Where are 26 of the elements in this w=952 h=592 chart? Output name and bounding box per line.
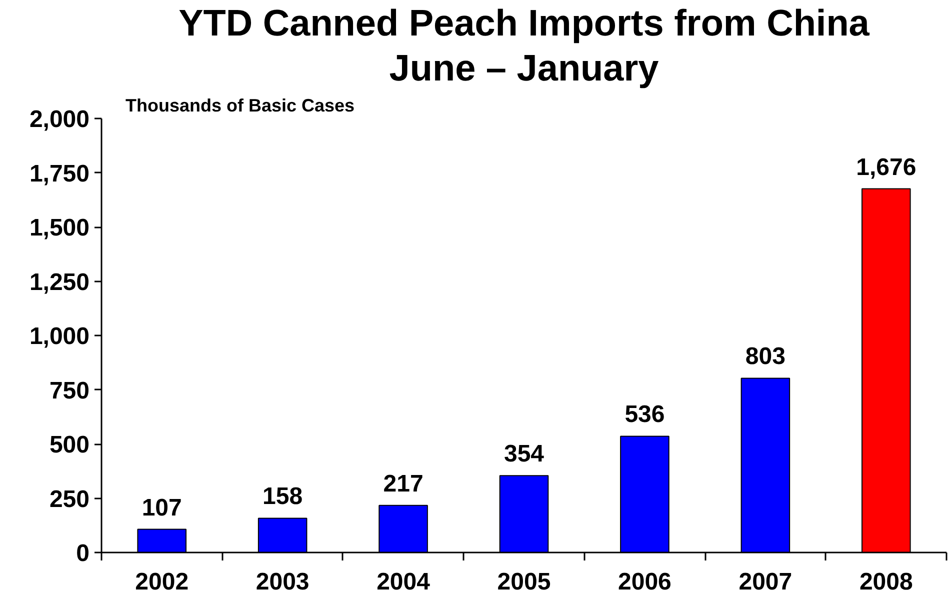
- data-label: 217: [383, 470, 424, 498]
- data-label: 536: [624, 401, 665, 428]
- y-tick-label: 1,250: [29, 268, 90, 296]
- y-tick-label: 1,750: [29, 160, 90, 188]
- y-tick-label: 2,000: [29, 106, 90, 133]
- y-tick-label: 250: [49, 486, 90, 513]
- y-tick-label: 0: [76, 540, 90, 567]
- y-tick-label: 750: [49, 377, 90, 404]
- x-tick-label: 2005: [497, 568, 551, 592]
- data-label: 1,676: [856, 154, 916, 181]
- x-tick-label: 2007: [738, 568, 792, 592]
- chart-title: YTD Canned Peach Imports from China: [178, 2, 870, 44]
- x-tick-label: 2008: [859, 568, 913, 592]
- chart-subtitle: June – January: [389, 48, 660, 88]
- data-label: 803: [745, 343, 786, 370]
- x-tick-label: 2006: [618, 568, 672, 592]
- y-tick-label: 500: [49, 432, 90, 458]
- y-axis-title: Thousands of Basic Cases: [126, 96, 355, 116]
- y-tick-label: 1,500: [29, 214, 90, 242]
- x-tick-label: 2002: [135, 568, 189, 592]
- x-tick-label: 2004: [376, 568, 431, 592]
- x-tick-label: 2003: [256, 568, 310, 592]
- y-tick-label: 1,000: [29, 323, 90, 350]
- data-label: 107: [142, 494, 182, 522]
- data-label: 354: [504, 440, 545, 468]
- data-label: 158: [262, 483, 303, 510]
